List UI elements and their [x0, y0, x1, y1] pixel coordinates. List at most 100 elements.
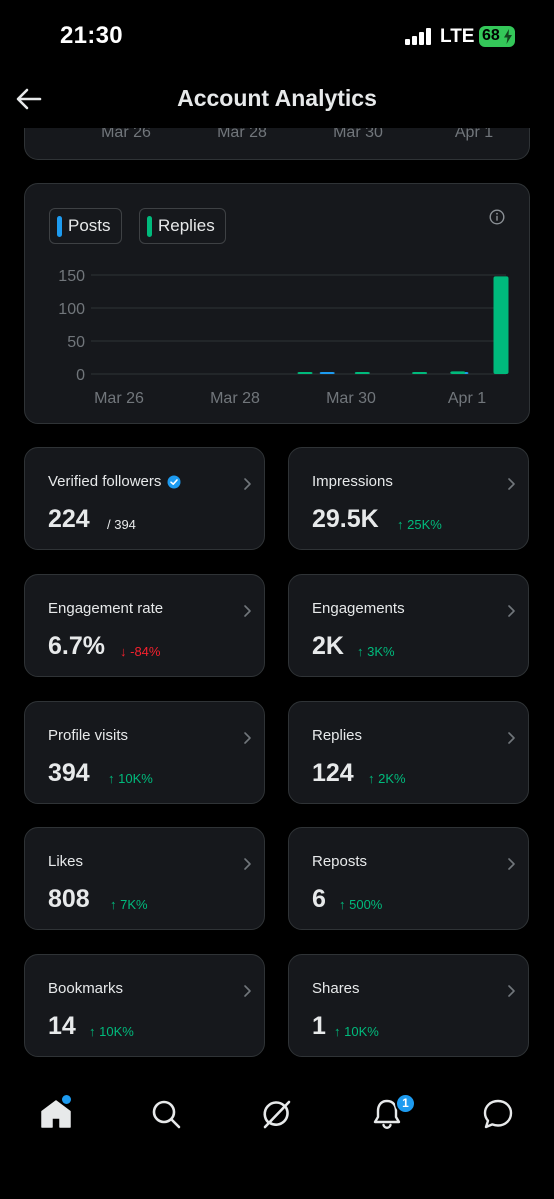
chevron-right-icon [244, 732, 251, 744]
battery-icon: 68 [479, 26, 515, 47]
network-label: LTE [440, 26, 475, 47]
chevron-right-icon [508, 985, 515, 997]
stat-label-text: Engagement rate [48, 600, 164, 617]
signal-icon [405, 28, 431, 45]
x-tick-label: Apr 1 [448, 390, 486, 407]
chevron-right-icon [244, 478, 251, 490]
legend-replies-label: Replies [158, 216, 215, 235]
stat-label: Replies [312, 727, 362, 744]
battery-level: 68 [482, 27, 500, 44]
arrow-left-icon[interactable] [14, 84, 44, 114]
stat-label-text: Replies [312, 727, 363, 744]
stat-label-text: Engagements [312, 600, 405, 617]
stat-card[interactable]: Likes 808 ↑ 7K% [24, 827, 265, 930]
replies-bar [450, 371, 466, 374]
stat-value: 394 [48, 759, 90, 787]
stat-label-text: Impressions [312, 473, 393, 490]
trend-up-badge: ↑ 25K% [397, 517, 442, 532]
x-tick-label: Mar 26 [101, 124, 151, 141]
status-bar: 21:30 LTE 68 [0, 0, 554, 76]
x-tick-label: Mar 28 [217, 124, 267, 141]
stat-value: 29.5K [312, 505, 379, 533]
replies-color-swatch [147, 215, 152, 237]
posts-color-swatch [57, 215, 62, 237]
stat-label-text: Shares [312, 980, 360, 997]
stat-label: Profile visits [48, 727, 128, 744]
header-backdrop [0, 76, 554, 128]
trend-down-badge: ↓ -84% [120, 644, 161, 659]
posts-bar [319, 372, 335, 374]
info-icon[interactable] [489, 209, 505, 225]
posts-replies-bar-chart: 150 100 50 0 Mar 26 Mar 28 Mar 30 Apr 1 [58, 268, 509, 407]
chevron-right-icon [508, 858, 515, 870]
grok-icon[interactable] [260, 1097, 294, 1131]
stat-value: 224 [48, 505, 90, 533]
y-tick-label: 50 [67, 334, 85, 351]
stat-card[interactable]: Verified followers 224 / 394 [24, 447, 265, 550]
replies-bar [297, 372, 313, 374]
stat-label: Impressions [312, 473, 393, 490]
legend-replies-toggle[interactable]: Replies [139, 208, 226, 244]
trend-up-badge: ↑ 3K% [357, 644, 395, 659]
stat-label: Shares [312, 980, 360, 997]
stat-value: 808 [48, 885, 90, 913]
chevron-right-icon [508, 605, 515, 617]
home-unread-dot [62, 1095, 71, 1104]
stat-label: Engagements [312, 600, 405, 617]
charging-bolt-icon [504, 29, 512, 44]
stat-label-text: Verified followers [48, 473, 162, 490]
chevron-right-icon [244, 985, 251, 997]
stat-card[interactable]: Profile visits 394 ↑ 10K% [24, 701, 265, 804]
trend-up-badge: ↑ 2K% [368, 771, 406, 786]
search-icon[interactable] [149, 1097, 183, 1131]
stat-value: 6 [312, 885, 326, 913]
stat-label: Likes [48, 853, 83, 870]
x-tick-label: Mar 30 [333, 124, 383, 141]
stat-label: Reposts [312, 853, 367, 870]
stat-value: 1 [312, 1012, 326, 1040]
trend-up-badge: ↑ 10K% [334, 1024, 379, 1039]
x-tick-label: Mar 30 [326, 390, 376, 407]
legend-posts-toggle[interactable]: Posts [49, 208, 122, 244]
stat-card[interactable]: Shares 1 ↑ 10K% [288, 954, 529, 1057]
y-tick-label: 0 [76, 367, 85, 384]
stat-value: 14 [48, 1012, 76, 1040]
replies-bar [412, 372, 428, 374]
notification-count-badge: 1 [395, 1093, 416, 1114]
x-tick-label: Mar 28 [210, 390, 260, 407]
x-tick-label: Apr 1 [454, 124, 494, 141]
stat-value: 124 [312, 759, 354, 787]
y-tick-label: 150 [58, 268, 85, 285]
stat-label-text: Likes [48, 853, 84, 870]
trend-up-badge: ↑ 10K% [108, 771, 153, 786]
stat-value: 6.7% [48, 632, 105, 660]
trend-up-badge: ↑ 7K% [110, 897, 148, 912]
messages-icon[interactable] [481, 1097, 515, 1131]
notifications-icon[interactable] [370, 1097, 404, 1131]
x-tick-label: Mar 26 [94, 390, 144, 407]
replies-bar [493, 276, 509, 374]
stat-card[interactable]: Engagements 2K ↑ 3K% [288, 574, 529, 677]
bottom-nav: 1 [0, 1077, 554, 1199]
stat-total: / 394 [107, 517, 136, 532]
page-title: Account Analytics [177, 85, 377, 111]
home-icon[interactable] [39, 1097, 73, 1131]
stat-card[interactable]: Replies 124 ↑ 2K% [288, 701, 529, 804]
stat-label-text: Reposts [312, 853, 368, 870]
posts-replies-chart-card: Posts Replies 150 100 50 0 Mar 26 Mar 28 Mar 3… [24, 183, 530, 424]
y-tick-label: 100 [58, 301, 85, 318]
stat-label-text: Profile visits [48, 727, 129, 744]
stat-card[interactable]: Impressions 29.5K ↑ 25K% [288, 447, 529, 550]
trend-up-badge: ↑ 10K% [89, 1024, 134, 1039]
stat-card[interactable]: Engagement rate 6.7% ↓ -84% [24, 574, 265, 677]
stat-card[interactable]: Reposts 6 ↑ 500% [288, 827, 529, 930]
status-time: 21:30 [60, 22, 123, 49]
stat-card[interactable]: Bookmarks 14 ↑ 10K% [24, 954, 265, 1057]
stat-value: 2K [312, 632, 344, 660]
stat-label-text: Bookmarks [48, 980, 124, 997]
stat-label: Verified followers [48, 473, 181, 490]
header: Account Analytics [0, 76, 554, 126]
stat-label: Engagement rate [48, 600, 163, 617]
stat-label: Bookmarks [48, 980, 123, 997]
chevron-right-icon [508, 478, 515, 490]
